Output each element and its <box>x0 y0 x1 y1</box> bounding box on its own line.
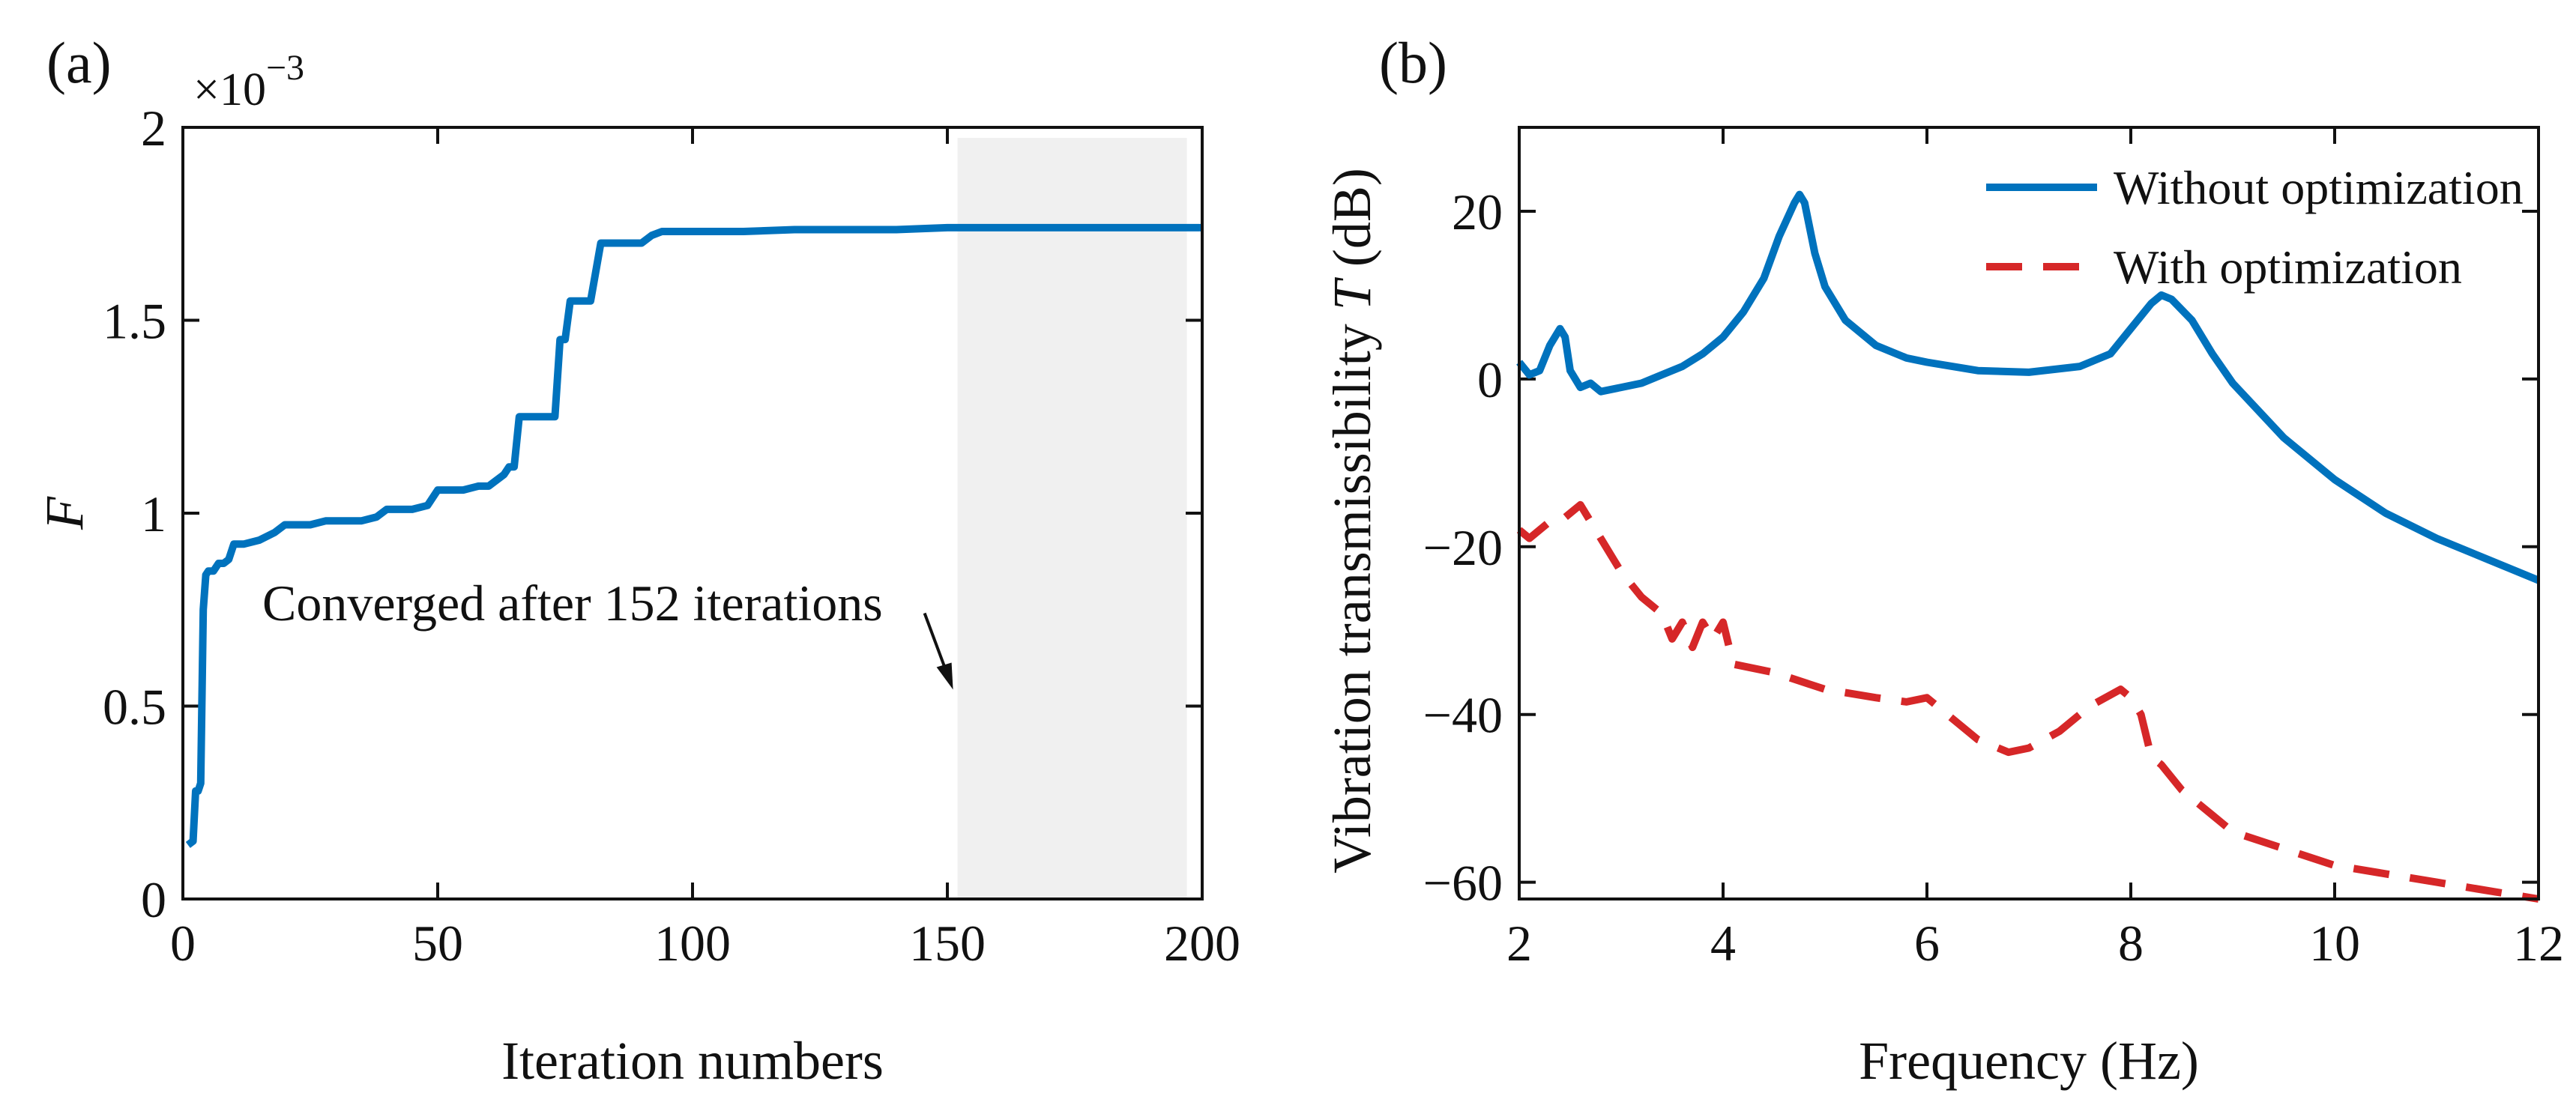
panel-a-series-line <box>185 223 1202 848</box>
panel-a-x-tick-label: 50 <box>412 915 463 972</box>
panel-a-x-axis-title: Iteration numbers <box>501 1031 884 1091</box>
panel-a-y-tick-label: 0.5 <box>103 679 166 736</box>
panel-b-y-tick-label: 20 <box>1452 184 1503 240</box>
panel-b-series-without-optimization <box>1516 190 2540 584</box>
panel-a-label: (a) <box>46 30 112 95</box>
panel-b-x-tick-label: 10 <box>2309 915 2360 972</box>
panel-a-y-tick-label: 2 <box>141 100 166 157</box>
panel-a-x-tick-label: 200 <box>1164 915 1240 972</box>
panel-b-y-axis-title-prefix: Vibration transmissibility <box>1322 324 1382 874</box>
panel-b-x-axis-title: Frequency (Hz) <box>1859 1031 2199 1091</box>
panel-b-axes-frame <box>1518 126 2540 900</box>
panel-b-y-tick-label: 0 <box>1477 351 1503 408</box>
panel-a-chart: 0 50 100 150 200 0 0.5 1 1.5 2 (a) ×10−3 Iteratio… <box>34 30 1240 1091</box>
panel-a-annotation: Converged after 152 iterations <box>262 575 883 632</box>
panel-a-x-tick-label: 150 <box>909 915 986 972</box>
panel-a-y-tick-label: 1 <box>141 485 166 542</box>
panel-b-y-axis-title-suffix: (dB) <box>1322 168 1382 267</box>
panel-b-y-tick-label: −40 <box>1423 687 1503 744</box>
panel-a-tick-labels: 0 50 100 150 200 0 0.5 1 1.5 2 <box>103 100 1240 972</box>
panel-a-axes-frame <box>181 126 1204 900</box>
panel-a-converged-region <box>957 138 1187 899</box>
panel-b-tick-labels: 2 4 6 8 10 12 −60 −40 −20 0 20 <box>1423 127 2564 972</box>
panel-b-x-tick-label: 2 <box>1506 915 1532 972</box>
panel-b-x-tick-label: 8 <box>2118 915 2144 972</box>
panel-b-series-with-optimization <box>1516 500 2539 903</box>
panel-b-x-tick-label: 4 <box>1710 915 1736 972</box>
panel-b-x-tick-label: 6 <box>1914 915 1940 972</box>
panel-a-y-tick-label: 1.5 <box>103 293 166 350</box>
panel-b-label: (b) <box>1379 30 1447 95</box>
panel-a-y-exponent-power: −3 <box>266 48 304 88</box>
panel-b-y-tick-label: −20 <box>1423 519 1503 576</box>
panel-a-x-tick-label: 0 <box>170 915 196 972</box>
panel-b-legend: Without optimization With optimization <box>1986 161 2524 294</box>
panel-b-y-tick-label: −60 <box>1423 855 1503 912</box>
panel-a-y-axis-title: F <box>34 496 94 530</box>
panel-a-x-tick-label: 100 <box>654 915 731 972</box>
panel-b-x-tick-label: 12 <box>2513 915 2564 972</box>
panel-a-y-tick-label: 0 <box>141 871 166 928</box>
panel-b-y-axis-title: Vibration transmissibility T (dB) <box>1322 168 1382 874</box>
panel-a-annotation-arrowhead <box>936 662 953 690</box>
legend-label-without-optimization: Without optimization <box>2114 161 2524 214</box>
panel-a-y-exponent: ×10−3 <box>193 48 304 115</box>
panel-b-y-axis-title-symbol: T <box>1322 276 1382 310</box>
panel-a-y-exponent-base: ×10 <box>193 64 266 115</box>
legend-label-with-optimization: With optimization <box>2114 240 2462 294</box>
